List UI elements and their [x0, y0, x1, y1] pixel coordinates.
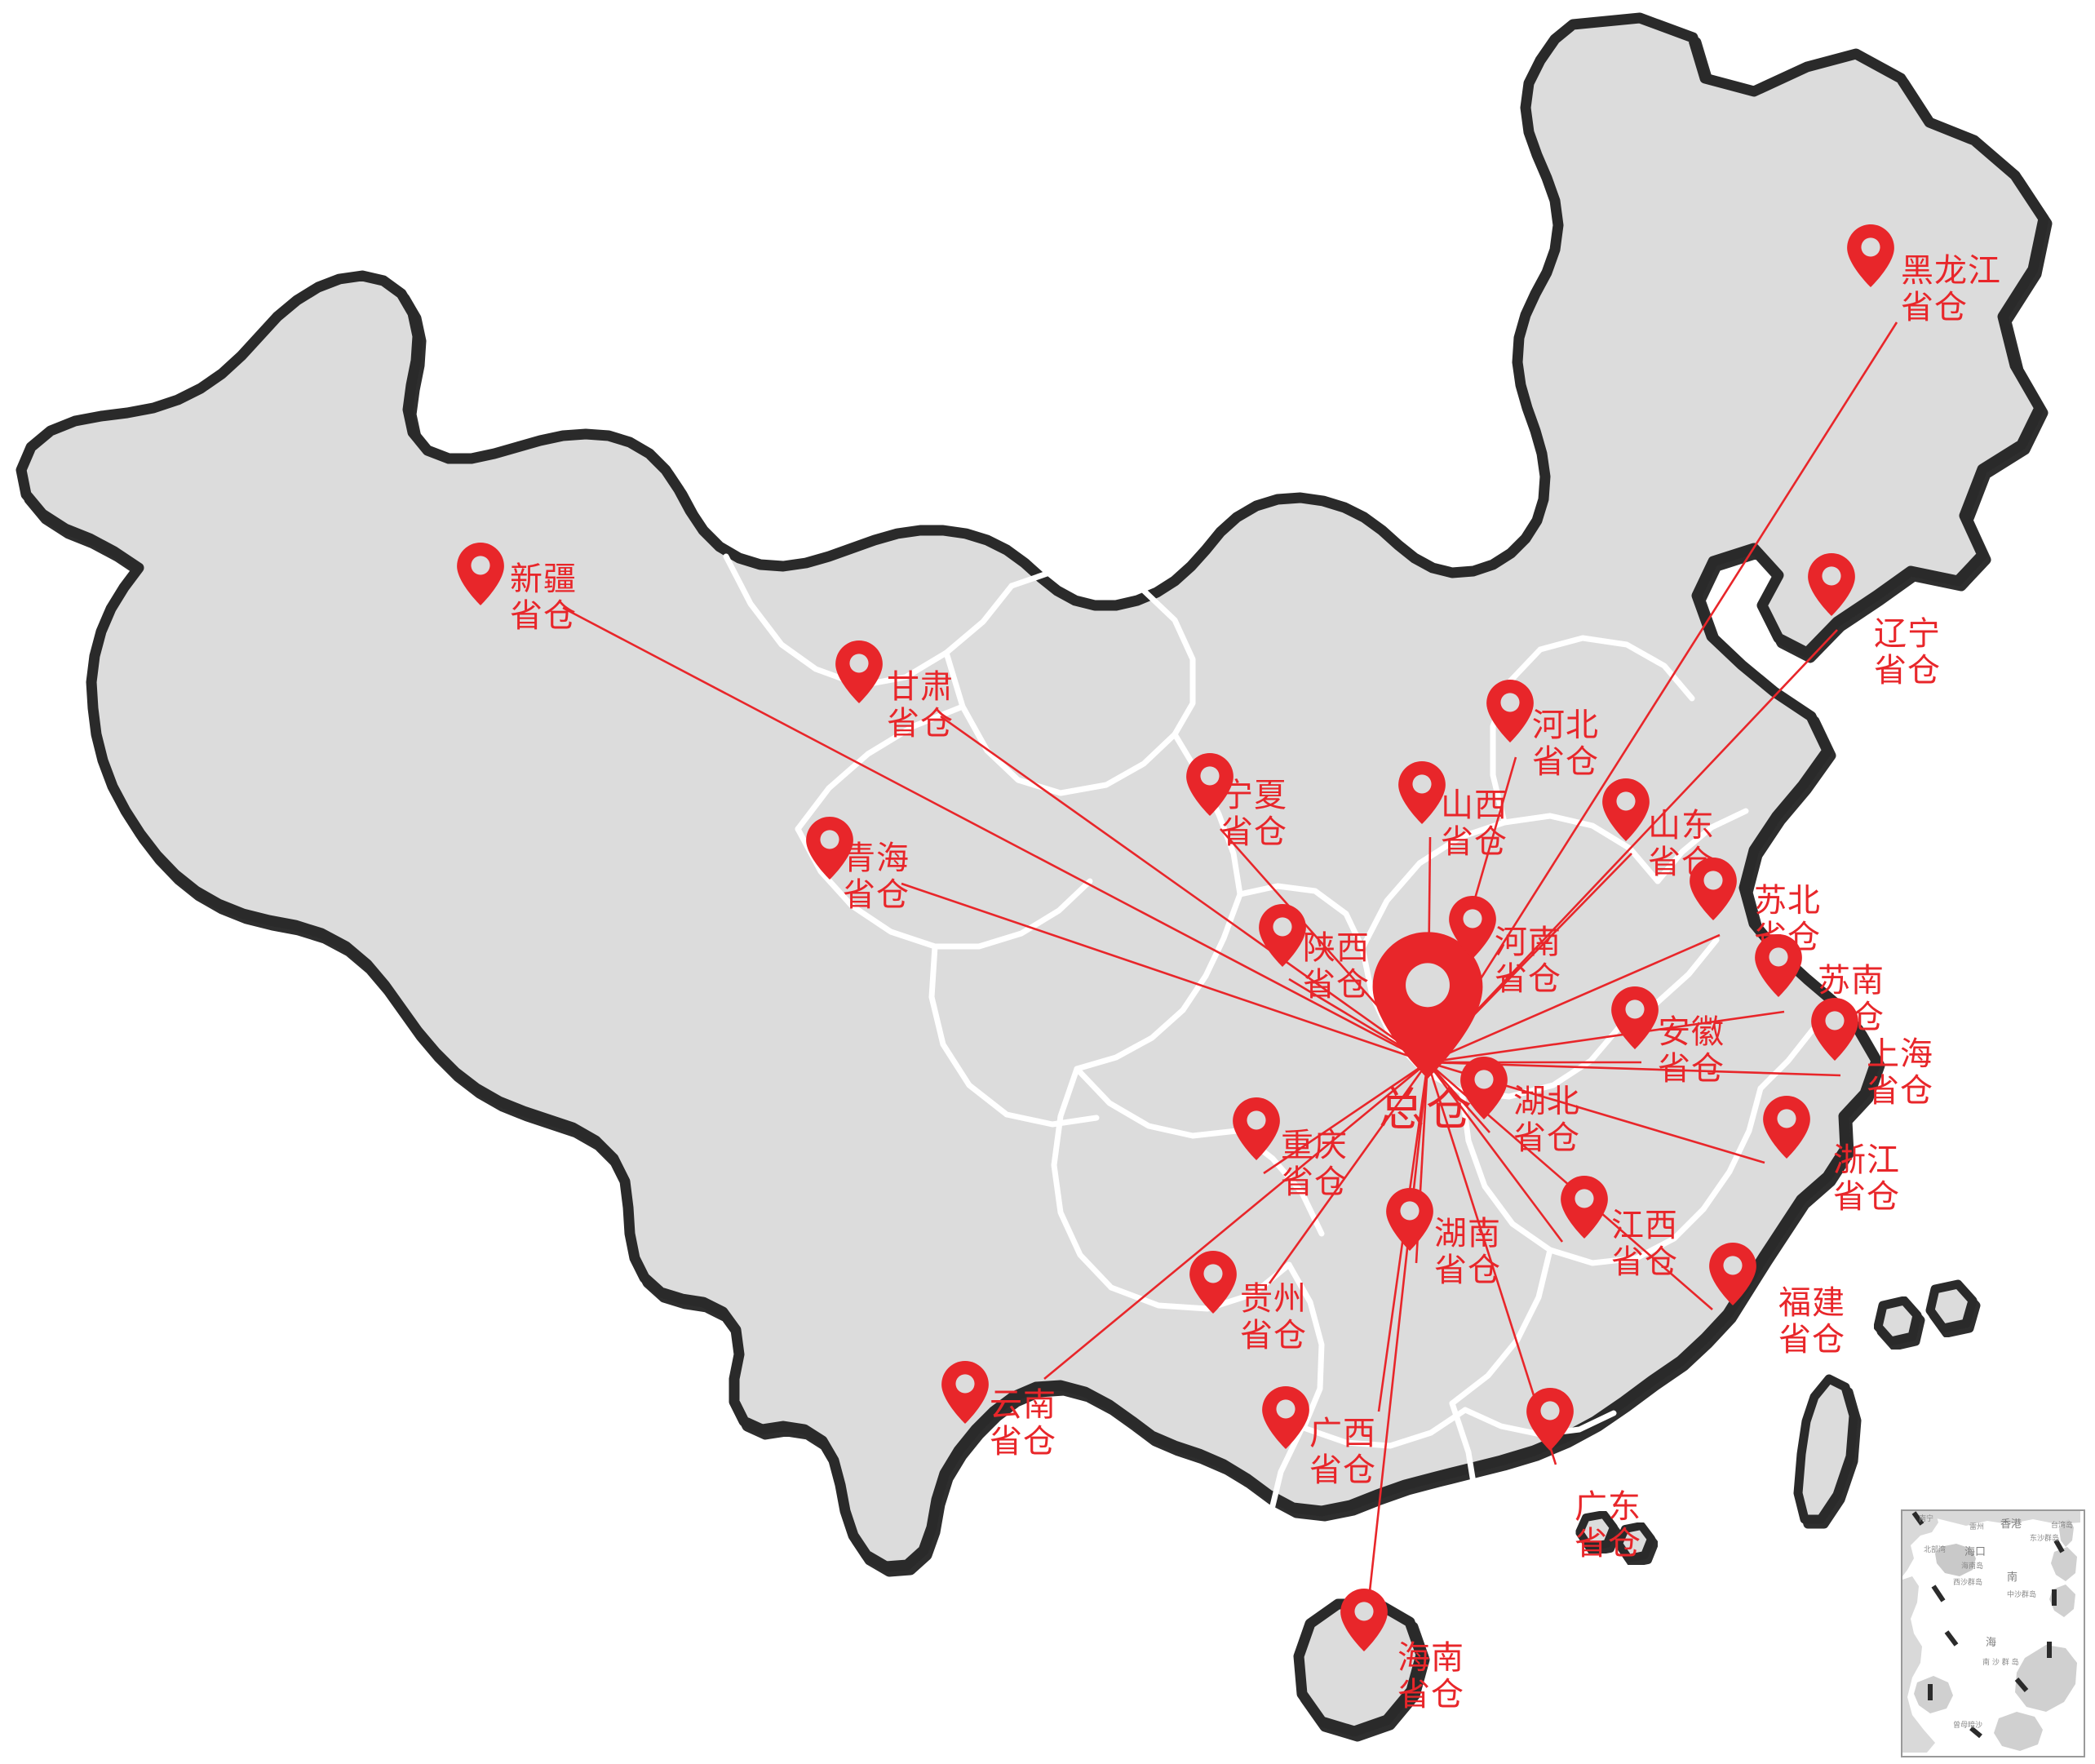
inset-label-7: 海南岛 [1961, 1561, 1983, 1571]
inset-taiwan [2059, 1519, 2074, 1547]
inset-philippines-a [2051, 1547, 2077, 1581]
route-line-17 [1263, 1061, 1428, 1175]
inset-label-6: 海口 [1964, 1546, 1986, 1558]
island-small-a [1873, 1296, 1922, 1346]
warehouse-label-19: 江西 省仓 [1611, 1207, 1678, 1281]
inset-label-9: 南 [2007, 1571, 2017, 1584]
china-outline-path [16, 12, 2049, 1572]
route-line-1 [1427, 629, 1838, 1063]
inset-label-3: 台湾岛 [2051, 1520, 2073, 1530]
island-hk-a [1575, 1510, 1618, 1551]
warehouse-label-18: 湖南 省仓 [1434, 1215, 1501, 1289]
warehouse-label-2: 新疆 省仓 [510, 561, 577, 635]
inset-label-12: 南 沙 群 岛 [1982, 1657, 2019, 1667]
inset-label-2: 雷州 [1969, 1522, 1984, 1531]
inset-label-0: 南宁 [1919, 1514, 1933, 1523]
warehouse-label-7: 河北 省仓 [1532, 707, 1599, 781]
warehouse-label-5: 青海 省仓 [843, 840, 910, 914]
south-china-sea-inset-map[interactable]: 南宁 香港 雷州 台湾岛东沙群岛北部湾 海口海南岛西沙群岛 南中沙群岛海南 沙 群 岛曾母… [1901, 1509, 2085, 1757]
route-line-0 [1426, 321, 1898, 1063]
warehouse-label-22: 云南 省仓 [990, 1386, 1056, 1460]
route-line-25 [1363, 1062, 1429, 1637]
route-line-20 [1268, 1062, 1429, 1284]
taiwan-island [1793, 1374, 1858, 1524]
warehouse-label-23: 广西 省仓 [1309, 1415, 1376, 1489]
offshore-islands [1293, 1279, 1978, 1737]
warehouse-label-20: 贵州 省仓 [1240, 1280, 1307, 1354]
china-landmass [16, 12, 2049, 1572]
island-hk-b [1614, 1522, 1655, 1562]
route-line-5 [901, 882, 1428, 1064]
warehouse-label-12: 苏南 省仓 [1818, 962, 1885, 1036]
inset-mainland [1902, 1511, 2080, 1526]
inset-hainan-island [1935, 1544, 1976, 1576]
inset-borneo [2015, 1645, 2077, 1712]
warehouse-label-9: 陕西 省仓 [1303, 929, 1370, 1004]
route-line-3 [940, 715, 1428, 1064]
warehouse-label-0: 黑龙江 省仓 [1901, 252, 2001, 326]
warehouse-label-13: 上海 省仓 [1867, 1035, 1933, 1110]
warehouse-label-hub: 总仓 [1379, 1084, 1473, 1137]
inset-label-5: 北部湾 [1924, 1545, 1946, 1554]
route-line-19 [1426, 1062, 1564, 1243]
inset-label-4: 东沙群岛 [2030, 1533, 2059, 1543]
inset-guangxi-coast [1902, 1511, 1938, 1576]
inset-label-11: 海 [1986, 1637, 1996, 1649]
warehouse-label-15: 湖北 省仓 [1513, 1083, 1580, 1157]
inset-sumatra [1914, 1676, 1953, 1713]
island-small-b [1925, 1279, 1978, 1333]
route-line-12 [1427, 1010, 1785, 1064]
route-line-2 [562, 606, 1428, 1064]
inset-nine-dash-line [1911, 1511, 2065, 1739]
warehouse-label-4: 宁夏 省仓 [1220, 777, 1287, 851]
inset-borneo-lower [1994, 1712, 2043, 1751]
warehouse-label-11: 苏北 省仓 [1754, 882, 1821, 956]
inset-label-1: 香港 [2000, 1518, 2022, 1531]
inset-label-10: 中沙群岛 [2007, 1589, 2036, 1599]
route-line-22 [1043, 1061, 1428, 1381]
warehouse-label-24: 广东 省仓 [1575, 1488, 1641, 1562]
warehouse-label-6: 山西 省仓 [1441, 787, 1508, 861]
warehouse-label-14: 安徽 省仓 [1658, 1013, 1725, 1088]
warehouse-label-16: 浙江 省仓 [1833, 1141, 1900, 1216]
warehouse-label-8: 山东 省仓 [1648, 807, 1715, 881]
inset-indochina [1902, 1576, 1935, 1753]
warehouse-label-10: 河南 省仓 [1495, 924, 1561, 998]
inset-label-8: 西沙群岛 [1953, 1577, 1982, 1587]
warehouse-label-17: 重庆 省仓 [1281, 1127, 1348, 1201]
warehouse-label-21: 福建 省仓 [1778, 1284, 1845, 1358]
inset-label-13: 曾母暗沙 [1953, 1720, 1982, 1730]
warehouse-label-25: 海南 省仓 [1397, 1639, 1464, 1713]
province-borders [723, 553, 1816, 1522]
warehouse-label-3: 甘肃 省仓 [887, 668, 954, 742]
warehouse-label-1: 辽宁 省仓 [1874, 615, 1941, 689]
